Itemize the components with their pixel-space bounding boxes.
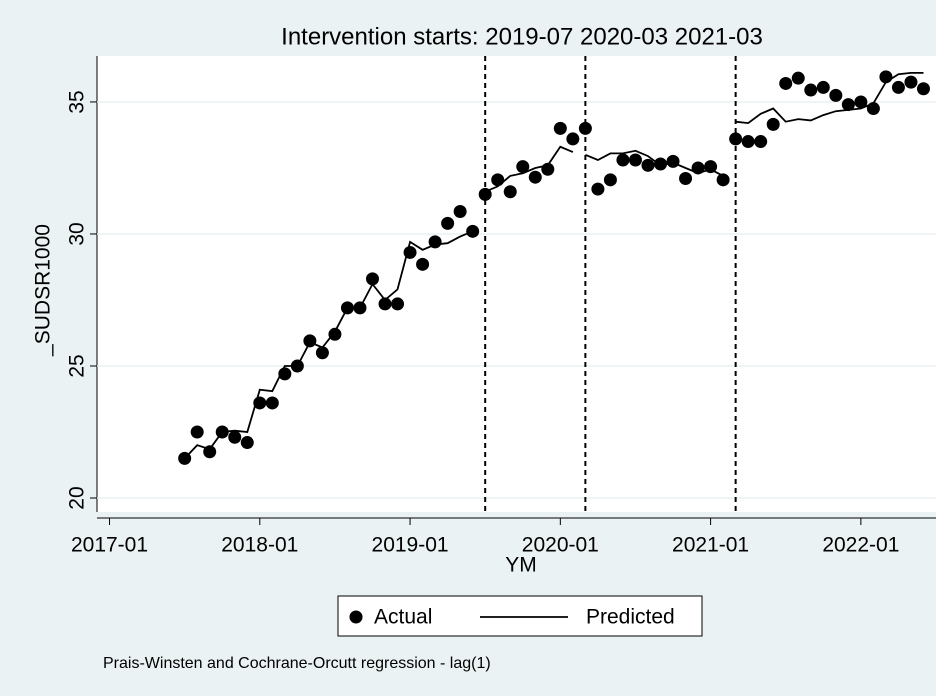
- actual-point: [578, 121, 592, 135]
- actual-point: [378, 297, 392, 311]
- legend-label: Actual: [374, 606, 432, 629]
- actual-point: [566, 132, 580, 146]
- x-tick-label: 2020-01: [522, 534, 599, 557]
- actual-point: [228, 430, 242, 444]
- x-tick-label: 2018-01: [221, 534, 298, 557]
- x-tick-label: 2017-01: [71, 534, 148, 557]
- actual-point: [240, 436, 254, 450]
- legend-box: [337, 595, 703, 637]
- actual-point: [528, 170, 542, 184]
- actual-point: [265, 396, 279, 410]
- actual-point: [729, 132, 743, 146]
- plot-area: [97, 56, 936, 512]
- y-tick-label: 35: [66, 90, 89, 113]
- x-tick-label: 2022-01: [822, 534, 899, 557]
- x-axis-label: YM: [505, 554, 537, 577]
- actual-point: [591, 182, 605, 196]
- actual-point: [616, 153, 630, 167]
- y-tick-label: 20: [66, 486, 89, 509]
- actual-point: [904, 75, 918, 89]
- actual-point: [603, 173, 617, 187]
- legend-marker: [349, 610, 363, 624]
- actual-point: [791, 71, 805, 85]
- actual-point: [679, 172, 693, 186]
- actual-point: [303, 334, 317, 348]
- actual-point: [628, 153, 642, 167]
- y-tick-label: 30: [66, 222, 89, 245]
- actual-point: [654, 157, 668, 171]
- actual-point: [779, 76, 793, 90]
- actual-point: [441, 216, 455, 230]
- actual-point: [766, 117, 780, 131]
- actual-point: [829, 88, 843, 102]
- actual-point: [391, 297, 405, 311]
- actual-point: [841, 98, 855, 112]
- actual-point: [516, 160, 530, 174]
- x-tick-label: 2021-01: [672, 534, 749, 557]
- actual-point: [716, 173, 730, 187]
- actual-point: [816, 80, 830, 94]
- chart-title: Intervention starts: 2019-07 2020-03 202…: [281, 23, 763, 50]
- predicted-line: [184, 72, 924, 460]
- actual-point: [916, 82, 930, 96]
- actual-point: [503, 185, 517, 199]
- actual-point: [453, 205, 467, 219]
- actual-point: [416, 257, 430, 271]
- y-axis-label: _SUDSR1000: [32, 224, 55, 357]
- actual-point: [666, 154, 680, 168]
- actual-point: [491, 173, 505, 187]
- actual-point: [365, 272, 379, 286]
- y-tick-label: 25: [66, 354, 89, 377]
- legend-label: Predicted: [586, 606, 675, 629]
- actual-point: [190, 425, 204, 439]
- note: Prais-Winsten and Cochrane-Orcutt regres…: [103, 655, 491, 672]
- actual-point: [328, 327, 342, 341]
- actual-point: [741, 135, 755, 149]
- actual-point: [854, 95, 868, 109]
- actual-point: [315, 346, 329, 360]
- actual-point: [641, 158, 655, 172]
- actual-point: [754, 135, 768, 149]
- x-tick-label: 2019-01: [372, 534, 449, 557]
- actual-point: [891, 80, 905, 94]
- actual-point: [804, 83, 818, 97]
- actual-point: [553, 121, 567, 135]
